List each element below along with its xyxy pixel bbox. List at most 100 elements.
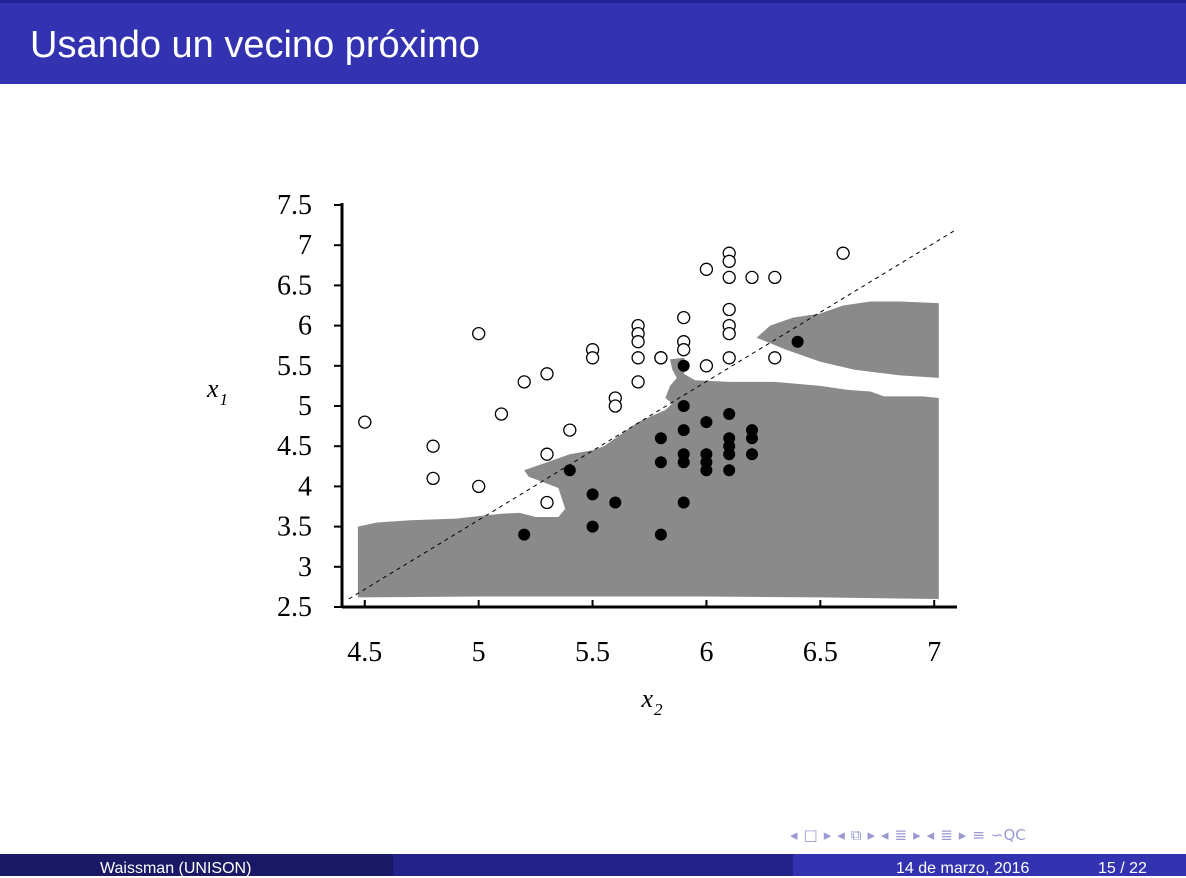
open-data-point — [722, 326, 736, 341]
x-tick-label: 5 — [472, 637, 486, 668]
filled-data-point — [746, 432, 758, 445]
nav-prev-slide-icon[interactable]: ◂ — [837, 826, 845, 844]
y-tick-label: 7.5 — [277, 190, 312, 221]
open-data-point — [585, 351, 600, 365]
title-bar: Usando un vecino próximo — [0, 0, 1186, 84]
open-data-point — [722, 270, 736, 285]
filled-data-point — [677, 424, 690, 437]
open-data-point — [426, 471, 440, 486]
nav-slide-icon[interactable]: ⧉ — [850, 826, 862, 844]
open-data-point — [677, 343, 691, 357]
open-data-point — [631, 351, 645, 365]
filled-data-point — [586, 488, 599, 501]
filled-data-point — [723, 448, 736, 461]
x-tick-label: 4.5 — [347, 637, 382, 668]
y-tick-label: 3.5 — [277, 512, 312, 543]
open-data-point — [722, 351, 736, 365]
x-tick-label: 6.5 — [803, 637, 838, 668]
data-points — [358, 246, 850, 541]
beamer-navigation[interactable]: ◂ □ ▸ ◂ ⧉ ▸ ◂ ≣ ▸ ◂ ≣ ▸ ≡ ∽QC — [790, 826, 1032, 848]
open-data-point — [768, 270, 782, 285]
y-tick-label: 4 — [298, 471, 312, 502]
footer-date: 14 de marzo, 2016 — [896, 860, 1030, 877]
nav-subsection-icon[interactable]: ≣ — [940, 826, 953, 844]
y-tick-label: 5 — [298, 391, 312, 422]
x-tick-label: 6 — [699, 637, 713, 668]
open-data-point — [836, 246, 850, 260]
y-tick-label: 6.5 — [277, 270, 312, 301]
open-data-point — [745, 270, 759, 285]
open-data-point — [699, 262, 714, 276]
open-data-point — [654, 351, 668, 365]
y-tick-label: 6 — [298, 311, 312, 342]
open-data-point — [631, 375, 645, 389]
filled-data-point — [677, 496, 690, 509]
axis-labels: x1 x2 — [206, 374, 663, 719]
decision-region-layer — [357, 301, 939, 599]
open-data-point — [608, 399, 622, 413]
nav-prev-subsection-icon[interactable]: ◂ — [926, 826, 935, 844]
nav-next-slide-icon[interactable]: ▸ — [867, 826, 876, 844]
footer-page-number: 15 / 22 — [1098, 860, 1147, 877]
filled-data-point — [677, 400, 690, 412]
open-data-point — [768, 351, 782, 365]
open-data-point — [563, 423, 577, 437]
open-data-point — [722, 302, 736, 317]
open-data-point — [472, 326, 486, 341]
nav-frame-icon[interactable]: □ — [803, 826, 818, 844]
filled-data-point — [700, 464, 713, 477]
nav-prev-frame-icon[interactable]: ◂ — [790, 826, 798, 844]
open-data-point — [540, 495, 554, 510]
open-data-point — [540, 447, 554, 461]
nav-next-subsection-icon[interactable]: ▸ — [958, 826, 967, 844]
open-data-point — [677, 310, 691, 325]
nav-search-icon[interactable]: ∽QC — [990, 826, 1026, 844]
open-data-point — [699, 359, 714, 373]
open-data-point — [722, 254, 736, 268]
filled-data-point — [518, 528, 531, 541]
open-data-point — [426, 439, 440, 453]
open-data-point — [358, 415, 372, 429]
filled-data-point — [654, 456, 667, 469]
axes: 2.5 3 3.5 4 4.5 5 5.5 6 6.5 7 7.5 4.5 5 5.5 6 6.5 7 — [277, 190, 957, 668]
scatter-chart: 2.5 3 3.5 4 4.5 5 5.5 6 6.5 7 7.5 4.5 5 5.5 6 6.5 7 x1 x… — [206, 190, 958, 719]
filled-data-point — [563, 464, 576, 477]
filled-data-point — [677, 359, 690, 372]
y-axis-label: x1 — [206, 374, 228, 409]
nav-next-section-icon[interactable]: ▸ — [913, 826, 921, 844]
filled-data-point — [654, 528, 667, 541]
filled-data-point — [654, 432, 667, 445]
footer-right-panel: 14 de marzo, 2016 15 / 22 — [793, 854, 1186, 877]
filled-data-point — [723, 408, 736, 420]
filled-data-point — [723, 464, 736, 477]
open-data-point — [631, 335, 645, 349]
filled-data-point — [677, 456, 690, 469]
diagonal-dashed-line — [348, 228, 958, 600]
y-tick-label: 3 — [298, 552, 312, 583]
nav-next-frame-icon[interactable]: ▸ — [823, 826, 832, 844]
filled-data-point — [609, 496, 622, 509]
footer-mid-panel — [393, 854, 793, 876]
y-tick-label: 5.5 — [277, 351, 312, 382]
footer-left-panel: Waissman (UNISON) — [0, 854, 393, 877]
filled-data-point — [586, 520, 599, 533]
open-data-point — [494, 407, 509, 421]
x-tick-label: 5.5 — [575, 637, 610, 668]
filled-data-point — [700, 416, 713, 429]
x-axis-label: x2 — [640, 684, 663, 719]
open-data-point — [517, 375, 531, 389]
y-tick-label: 4.5 — [277, 431, 312, 462]
filled-data-point — [746, 448, 758, 461]
open-data-point — [472, 479, 486, 494]
nav-align-icon[interactable]: ≡ — [972, 826, 985, 844]
nav-prev-section-icon[interactable]: ◂ — [881, 826, 889, 844]
decision-region-1 — [357, 357, 939, 599]
open-data-point — [540, 367, 554, 381]
nav-section-icon[interactable]: ≣ — [894, 826, 908, 844]
slide-title: Usando un vecino próximo — [30, 24, 480, 66]
footer: Waissman (UNISON) 14 de marzo, 2016 15 /… — [0, 854, 1186, 877]
footer-author: Waissman (UNISON) — [100, 860, 252, 877]
y-tick-label: 7 — [298, 230, 312, 261]
y-tick-label: 2.5 — [277, 592, 312, 623]
